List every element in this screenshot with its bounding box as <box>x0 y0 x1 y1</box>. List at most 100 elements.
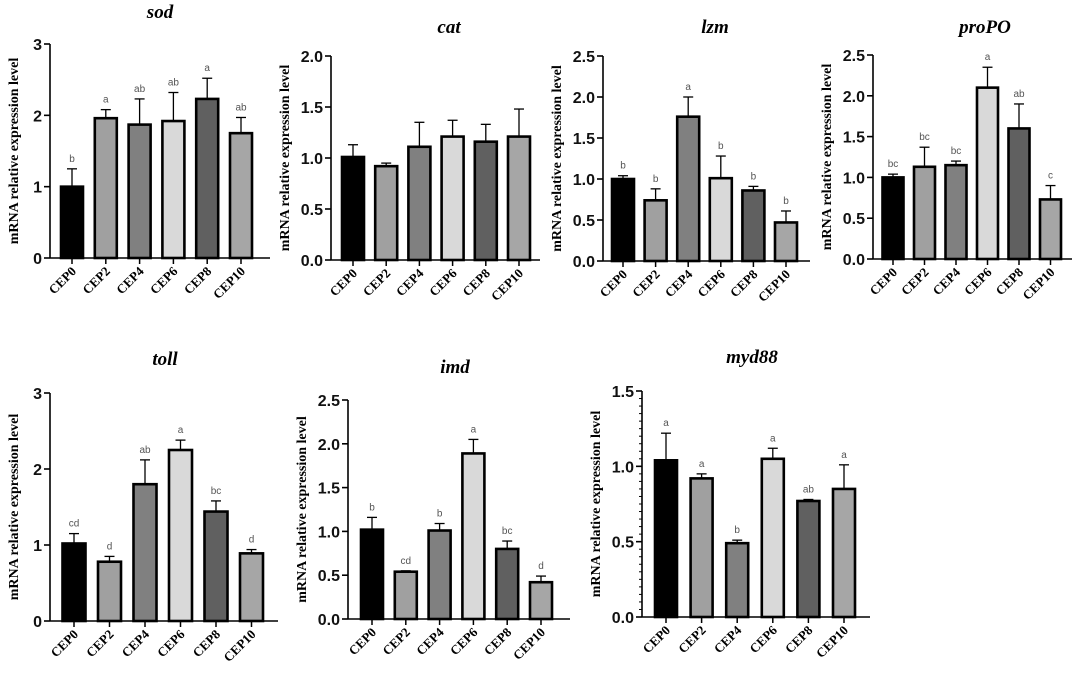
x-tick-label: CEP8 <box>190 626 224 660</box>
bar-CEP4 <box>407 145 432 262</box>
significance-label: b <box>718 141 724 152</box>
bar-CEP10 <box>1038 198 1063 261</box>
chart-title: myd88 <box>726 347 778 368</box>
y-axis-label: mRNA relative expression level <box>278 65 293 252</box>
x-tick-label: CEP0 <box>48 627 82 661</box>
x-tick-label: CEP4 <box>413 624 447 658</box>
y-tick-label: 1.0 <box>318 524 340 541</box>
bar-CEP4 <box>944 163 968 261</box>
y-tick-label: 0.5 <box>843 211 865 228</box>
bar-CEP0 <box>653 459 679 619</box>
significance-label: bc <box>888 159 899 170</box>
x-tick-label: CEP2 <box>675 623 709 657</box>
y-tick-label: 0.5 <box>573 213 595 230</box>
significance-label: bc <box>211 486 222 497</box>
significance-label: bc <box>919 132 930 143</box>
bar-CEP0 <box>61 542 87 623</box>
significance-label: cd <box>401 556 412 567</box>
bar-CEP10 <box>831 487 857 619</box>
bar-CEP4 <box>724 541 750 619</box>
y-axis-label: mRNA relative expression level <box>295 416 310 603</box>
bar-CEP8 <box>494 547 520 621</box>
x-tick-label: CEP4 <box>393 265 427 299</box>
x-tick-label: CEP2 <box>898 265 932 299</box>
x-tick-label: CEP0 <box>346 625 380 659</box>
chart-title: imd <box>440 357 470 378</box>
y-tick-label: 0.5 <box>612 535 634 552</box>
y-tick-label: 1 <box>33 538 42 555</box>
chart-title: lzm <box>701 17 728 38</box>
bar-CEP2 <box>373 164 399 262</box>
x-tick-label: CEP2 <box>83 627 117 661</box>
y-tick-label: 0.0 <box>573 254 595 271</box>
significance-label: a <box>685 82 691 93</box>
x-tick-label: CEP6 <box>426 265 460 299</box>
x-tick-label: CEP4 <box>930 264 964 298</box>
panel-sod: sod mRNA relative expression level b CEP0 a C… <box>7 2 270 302</box>
y-tick-label: 2.0 <box>318 437 340 454</box>
significance-label: a <box>471 424 477 435</box>
chart-title: proPO <box>957 17 1011 38</box>
y-tick-label: 1 <box>33 180 42 197</box>
significance-label: ab <box>139 445 151 456</box>
significance-label: b <box>69 154 75 165</box>
y-tick-label: 2 <box>33 462 42 479</box>
x-tick-label: CEP8 <box>782 622 816 656</box>
significance-label: a <box>699 459 705 470</box>
significance-label: cd <box>69 519 80 530</box>
significance-label: a <box>204 63 210 74</box>
bar-CEP8 <box>741 189 766 263</box>
significance-label: b <box>620 161 626 172</box>
y-tick-label: 2.0 <box>573 90 595 107</box>
bar-CEP4 <box>427 529 452 621</box>
y-tick-label: 2 <box>33 108 42 125</box>
bar-CEP4 <box>132 482 158 623</box>
x-tick-label: CEP0 <box>640 623 674 657</box>
significance-label: d <box>107 541 113 552</box>
x-tick-label: CEP10 <box>755 267 793 305</box>
chart-title: cat <box>437 17 461 38</box>
bar-CEP2 <box>643 199 668 263</box>
y-tick-label: 0.0 <box>301 253 323 270</box>
bar-CEP2 <box>912 165 937 261</box>
y-axis-label: mRNA relative expression level <box>550 65 565 252</box>
bar-CEP10 <box>528 580 554 621</box>
x-tick-label: CEP10 <box>210 264 248 302</box>
bar-CEP6 <box>760 457 786 619</box>
significance-label: b <box>369 502 375 513</box>
x-tick-label: CEP0 <box>46 264 80 298</box>
bar-CEP8 <box>796 499 821 619</box>
y-tick-label: 0.0 <box>318 612 340 629</box>
bar-CEP6 <box>161 119 186 260</box>
y-tick-label: 1.0 <box>573 172 595 189</box>
chart-title: toll <box>152 349 178 370</box>
significance-label: b <box>751 171 757 182</box>
y-tick-label: 1.5 <box>843 130 865 147</box>
x-tick-label: CEP10 <box>488 266 526 304</box>
y-tick-label: 0.0 <box>612 610 634 627</box>
bar-CEP10 <box>228 131 254 260</box>
x-tick-label: CEP0 <box>867 265 901 299</box>
bar-CEP6 <box>708 176 734 263</box>
x-tick-label: CEP2 <box>360 266 394 300</box>
x-tick-label: CEP10 <box>813 623 851 661</box>
y-tick-label: 3 <box>33 37 42 54</box>
y-tick-label: 0.5 <box>301 202 323 219</box>
bar-CEP8 <box>473 140 499 262</box>
y-axis-label: mRNA relative expression level <box>7 58 22 245</box>
significance-label: a <box>770 433 776 444</box>
x-tick-label: CEP0 <box>327 266 361 300</box>
panel-proPO: proPO mRNA relative expression level bc CEP… <box>820 17 1072 303</box>
bar-CEP6 <box>975 86 1000 261</box>
significance-label: b <box>783 196 789 207</box>
y-axis-label: mRNA relative expression level <box>589 411 604 598</box>
bar-CEP4 <box>127 123 152 260</box>
y-tick-label: 2.5 <box>573 49 595 66</box>
significance-label: bc <box>502 526 513 537</box>
x-tick-label: CEP6 <box>746 622 780 656</box>
y-tick-label: 1.0 <box>301 151 323 168</box>
bar-CEP10 <box>773 221 799 263</box>
y-tick-label: 3 <box>33 386 42 403</box>
y-tick-label: 2.5 <box>318 393 340 410</box>
